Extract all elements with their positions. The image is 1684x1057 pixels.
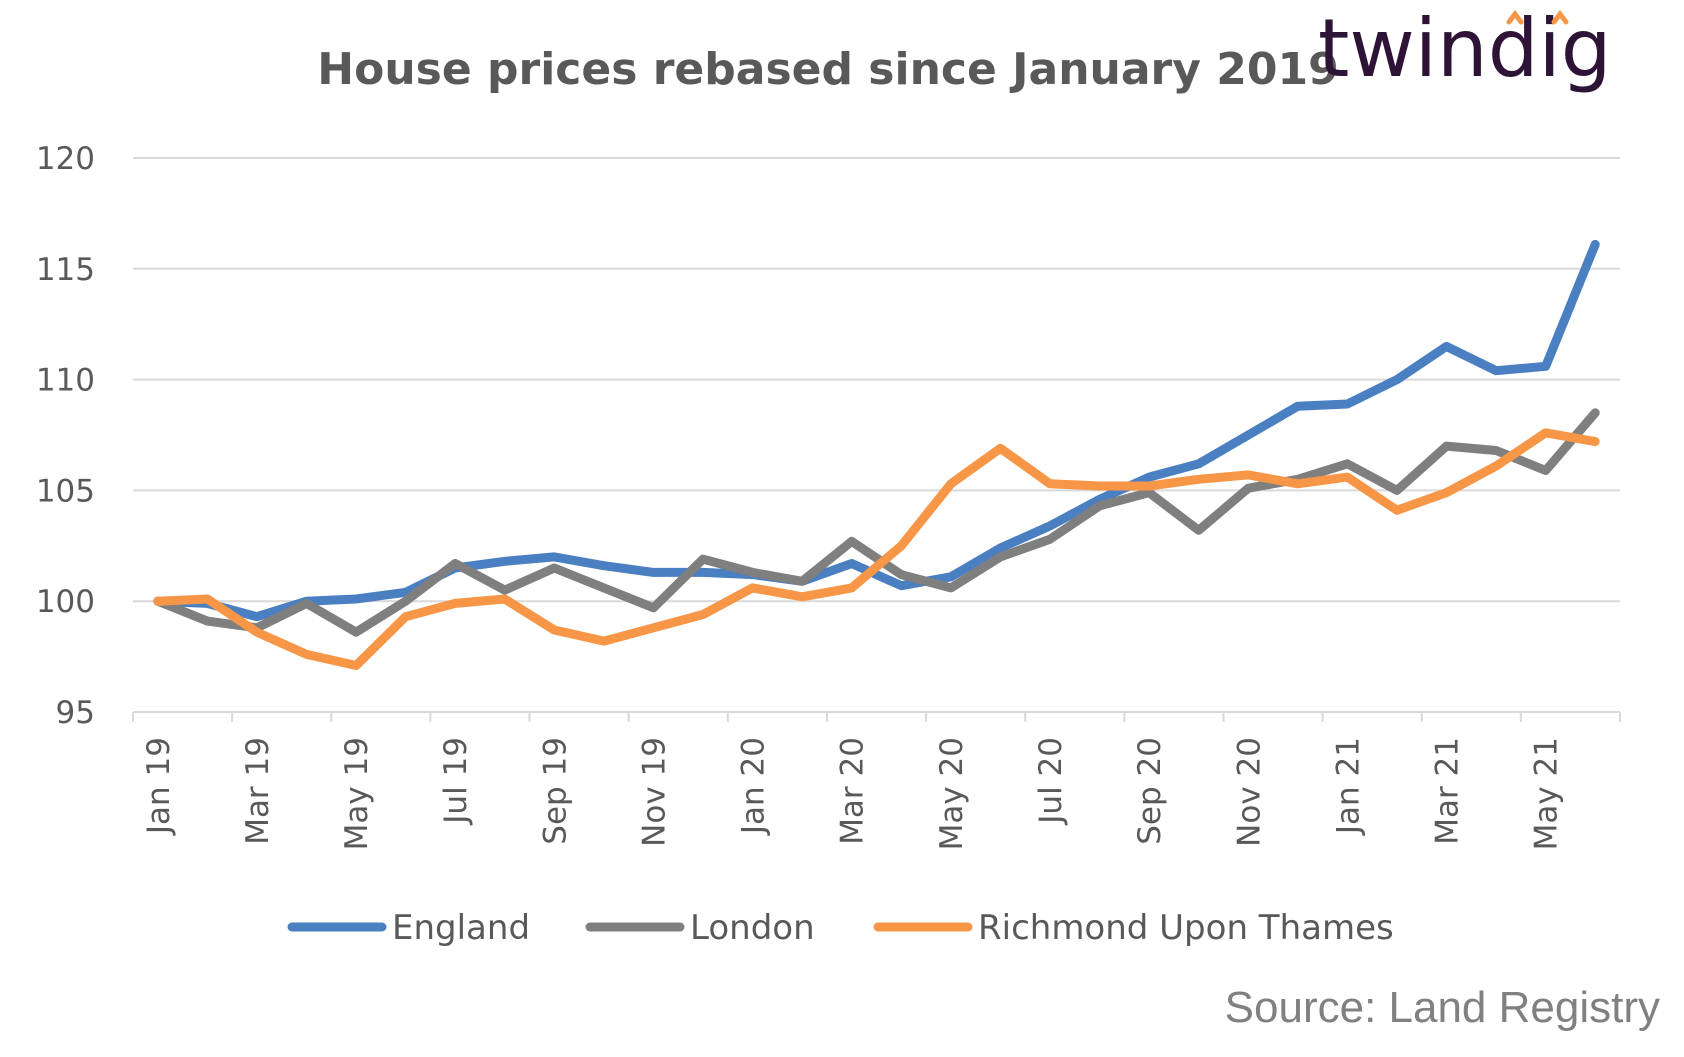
y-axis-tick-labels: 95 100 105 110 115 120	[36, 141, 95, 731]
legend-item-richmond-upon-thames: Richmond Upon Thames	[873, 908, 1394, 948]
x-axis	[132, 711, 1621, 722]
series-line-london	[153, 408, 1600, 637]
y-tick-label: 100	[36, 584, 95, 620]
x-tick-label: May 19	[339, 737, 375, 850]
y-tick-label: 115	[36, 252, 95, 288]
x-tick-label: May 21	[1529, 737, 1565, 850]
x-tick-label: May 20	[934, 737, 970, 850]
x-tick-label: Mar 19	[240, 737, 276, 845]
svg-text:twindig: twindig	[1318, 2, 1612, 95]
x-tick-label: Sep 19	[537, 737, 573, 845]
legend: England London Richmond Upon Thames	[287, 908, 1394, 948]
x-tick-label: Jan 21	[1330, 737, 1366, 836]
logo-roof-accent-i1	[1506, 9, 1524, 25]
x-tick-label: Sep 20	[1132, 737, 1168, 845]
x-axis-tick-labels: Jan 19 Mar 19 May 19 Jul 19 Sep 19 Nov 19 Jan …	[141, 737, 1565, 850]
chart-title: House prices rebased since January 2019	[317, 44, 1338, 95]
x-tick-label: Jul 19	[438, 737, 474, 826]
legend-label: Richmond Upon Thames	[978, 908, 1394, 948]
x-tick-label: Jan 20	[736, 737, 772, 836]
x-tick-label: Nov 20	[1231, 737, 1267, 847]
y-tick-label: 120	[36, 141, 95, 177]
source-note: Source: Land Registry	[1225, 983, 1660, 1032]
x-tick-label: Mar 20	[835, 737, 871, 845]
x-tick-label: Mar 21	[1430, 737, 1466, 845]
x-tick-label: Jan 19	[141, 737, 177, 836]
legend-label: England	[392, 908, 530, 948]
legend-label: London	[690, 908, 815, 948]
legend-item-london: London	[585, 908, 815, 948]
x-tick-label: Jul 20	[1033, 737, 1069, 826]
x-tick-label: Nov 19	[636, 737, 672, 847]
twindig-logo: twindig	[1318, 2, 1612, 95]
series-line-richmond-upon-thames	[153, 428, 1600, 670]
y-tick-label: 110	[36, 363, 95, 399]
y-tick-label: 105	[36, 473, 95, 509]
series-lines	[153, 239, 1600, 670]
gridlines	[133, 157, 1620, 603]
legend-item-england: England	[287, 908, 530, 948]
series-line-england	[153, 239, 1600, 622]
y-tick-label: 95	[56, 695, 95, 731]
logo-roof-accent-i2	[1551, 9, 1569, 25]
